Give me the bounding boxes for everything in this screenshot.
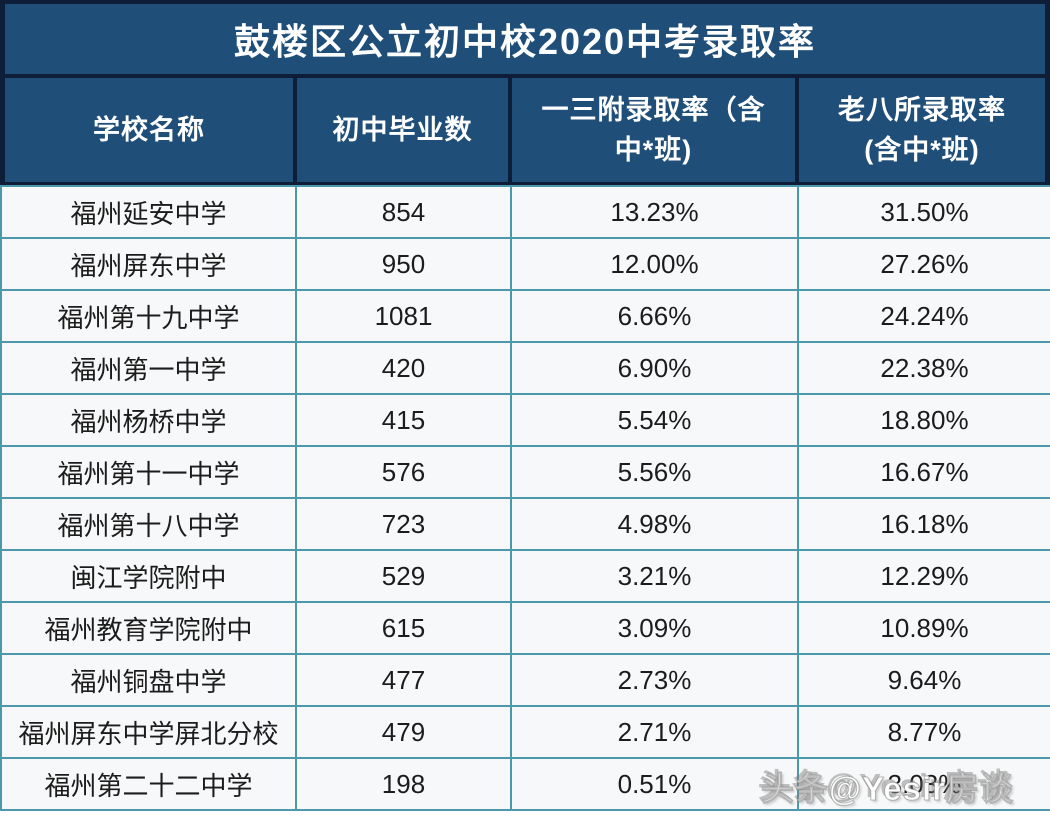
cell-rate-old8: 16.67%: [797, 445, 1050, 499]
cell-school: 福州第十九中学: [0, 289, 297, 343]
cell-school: 福州第二十二中学: [0, 757, 297, 811]
col-header-school: 学校名称: [5, 78, 293, 182]
cell-rate-13fu: 2.73%: [510, 653, 799, 707]
cell-school: 福州屏东中学: [0, 237, 297, 291]
cell-rate-13fu: 5.54%: [510, 393, 799, 447]
cell-school: 福州第十八中学: [0, 497, 297, 551]
cell-graduates: 1081: [295, 289, 512, 343]
cell-graduates: 479: [295, 705, 512, 759]
cell-school: 福州延安中学: [0, 185, 297, 239]
table-row: 福州铜盘中学 477 2.73% 9.64%: [0, 653, 1050, 707]
cell-rate-old8: 22.38%: [797, 341, 1050, 395]
col-header-graduates: 初中毕业数: [297, 78, 508, 182]
cell-graduates: 529: [295, 549, 512, 603]
table-row: 福州杨桥中学 415 5.54% 18.80%: [0, 393, 1050, 447]
cell-school: 闽江学院附中: [0, 549, 297, 603]
table-row: 福州屏东中学 950 12.00% 27.26%: [0, 237, 1050, 291]
cell-school: 福州第一中学: [0, 341, 297, 395]
page-title: 鼓楼区公立初中校2020中考录取率: [5, 4, 1045, 74]
cell-rate-13fu: 5.56%: [510, 445, 799, 499]
column-header-row: 学校名称 初中毕业数 一三附录取率（含 中*班) 老八所录取率 (含中*班): [5, 78, 1045, 182]
col-header-rate-13fu: 一三附录取率（含 中*班): [512, 78, 795, 182]
cell-graduates: 477: [295, 653, 512, 707]
cell-rate-old8: 8.77%: [797, 705, 1050, 759]
table-row: 福州第十九中学 1081 6.66% 24.24%: [0, 289, 1050, 343]
cell-rate-13fu: 13.23%: [510, 185, 799, 239]
cell-rate-13fu: 0.51%: [510, 757, 799, 811]
cell-rate-13fu: 2.71%: [510, 705, 799, 759]
cell-school: 福州铜盘中学: [0, 653, 297, 707]
table-row: 福州教育学院附中 615 3.09% 10.89%: [0, 601, 1050, 655]
cell-rate-old8: 12.29%: [797, 549, 1050, 603]
cell-rate-old8: 31.50%: [797, 185, 1050, 239]
cell-school: 福州屏东中学屏北分校: [0, 705, 297, 759]
cell-school: 福州杨桥中学: [0, 393, 297, 447]
cell-graduates: 723: [295, 497, 512, 551]
table-row: 福州第二十二中学 198 0.51% 3.03%: [0, 757, 1050, 811]
table-row: 福州第一中学 420 6.90% 22.38%: [0, 341, 1050, 395]
col-header-rate-old8: 老八所录取率 (含中*班): [799, 78, 1045, 182]
cell-rate-old8: 18.80%: [797, 393, 1050, 447]
cell-graduates: 415: [295, 393, 512, 447]
cell-rate-13fu: 6.66%: [510, 289, 799, 343]
cell-rate-13fu: 6.90%: [510, 341, 799, 395]
cell-rate-old8: 10.89%: [797, 601, 1050, 655]
cell-graduates: 420: [295, 341, 512, 395]
cell-rate-13fu: 3.09%: [510, 601, 799, 655]
cell-rate-13fu: 3.21%: [510, 549, 799, 603]
cell-graduates: 576: [295, 445, 512, 499]
cell-school: 福州第十一中学: [0, 445, 297, 499]
table-row: 福州第十八中学 723 4.98% 16.18%: [0, 497, 1050, 551]
cell-rate-old8: 9.64%: [797, 653, 1050, 707]
table-row: 福州屏东中学屏北分校 479 2.71% 8.77%: [0, 705, 1050, 759]
table-header-block: 鼓楼区公立初中校2020中考录取率 学校名称 初中毕业数 一三附录取率（含 中*…: [0, 0, 1050, 185]
cell-school: 福州教育学院附中: [0, 601, 297, 655]
cell-rate-old8: 24.24%: [797, 289, 1050, 343]
cell-rate-old8: 3.03%: [797, 757, 1050, 811]
cell-graduates: 615: [295, 601, 512, 655]
cell-rate-13fu: 12.00%: [510, 237, 799, 291]
cell-rate-13fu: 4.98%: [510, 497, 799, 551]
table-row: 闽江学院附中 529 3.21% 12.29%: [0, 549, 1050, 603]
data-table: 福州延安中学 854 13.23% 31.50% 福州屏东中学 950 12.0…: [0, 185, 1050, 811]
table-row: 福州延安中学 854 13.23% 31.50%: [0, 185, 1050, 239]
table-row: 福州第十一中学 576 5.56% 16.67%: [0, 445, 1050, 499]
cell-graduates: 854: [295, 185, 512, 239]
cell-graduates: 198: [295, 757, 512, 811]
cell-graduates: 950: [295, 237, 512, 291]
cell-rate-old8: 16.18%: [797, 497, 1050, 551]
cell-rate-old8: 27.26%: [797, 237, 1050, 291]
